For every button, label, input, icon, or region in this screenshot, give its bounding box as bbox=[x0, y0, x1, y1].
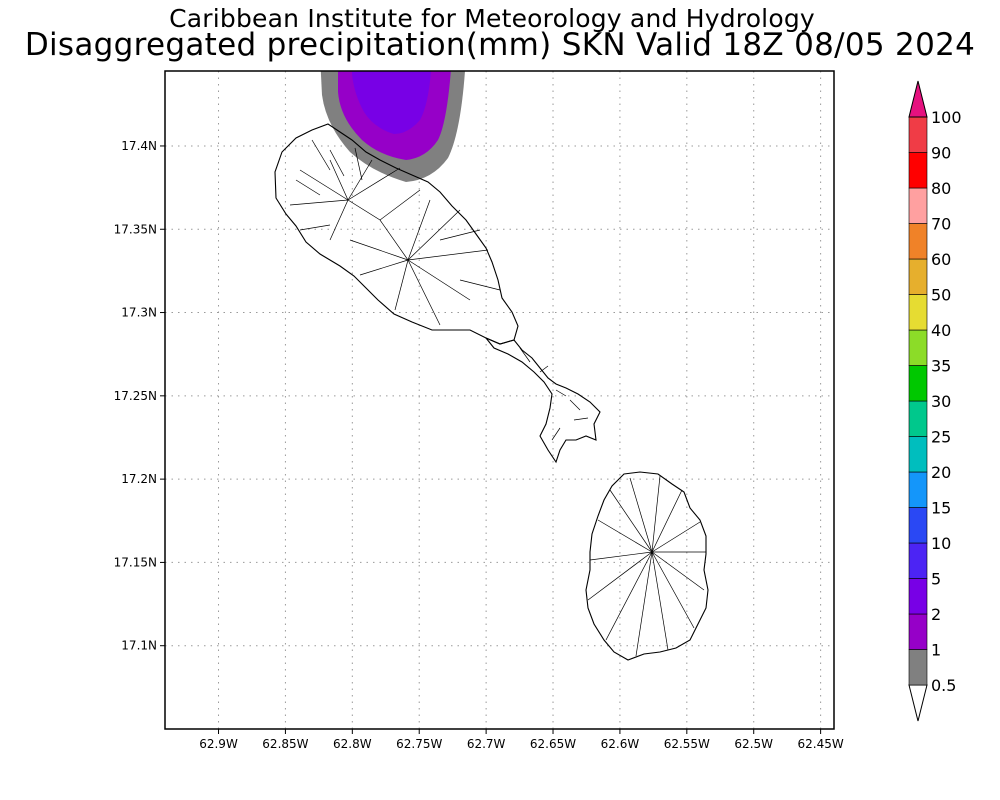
colorbar-label: 30 bbox=[931, 392, 951, 411]
colorbar-label: 5 bbox=[931, 570, 941, 589]
grid-lines bbox=[165, 71, 834, 729]
colorbar-label: 25 bbox=[931, 428, 951, 447]
colorbar-swatch bbox=[908, 613, 928, 650]
colorbar-swatch bbox=[908, 294, 928, 331]
colorbar-label: 90 bbox=[931, 144, 951, 163]
island-southeast-peninsula bbox=[485, 337, 601, 464]
colorbar-label: 35 bbox=[931, 357, 951, 376]
lon-tick-label: 62.75W bbox=[396, 737, 442, 751]
colorbar-lower-triangle bbox=[908, 684, 928, 722]
lon-tick-label: 62.6W bbox=[601, 737, 640, 751]
colorbar-label: 70 bbox=[931, 215, 951, 234]
colorbar-label: 0.5 bbox=[931, 676, 956, 695]
latitude-axis: 17.4N 17.35N 17.3N 17.25N 17.2N 17.15N 17.1N bbox=[114, 139, 165, 653]
st-kitts-drainage bbox=[289, 139, 501, 326]
lon-tick-label: 62.9W bbox=[199, 737, 238, 751]
lon-tick-label: 62.5W bbox=[734, 737, 773, 751]
peninsula-drainage bbox=[519, 347, 589, 441]
title-line-1: Caribbean Institute for Meteorology and … bbox=[169, 4, 815, 33]
colorbar-swatch bbox=[908, 578, 928, 615]
lat-tick-label: 17.3N bbox=[121, 306, 157, 320]
nevis-drainage bbox=[587, 475, 706, 657]
island-st-kitts bbox=[274, 123, 519, 345]
colorbar-swatch bbox=[908, 400, 928, 437]
lat-tick-label: 17.15N bbox=[114, 555, 157, 569]
lon-tick-label: 62.55W bbox=[664, 737, 710, 751]
colorbar-swatch bbox=[908, 258, 928, 295]
colorbar-swatch bbox=[908, 649, 928, 686]
colorbar-label: 100 bbox=[931, 108, 962, 127]
lon-tick-label: 62.45W bbox=[798, 737, 844, 751]
lon-tick-label: 62.65W bbox=[530, 737, 576, 751]
colorbar-label: 20 bbox=[931, 463, 951, 482]
colorbar-label: 2 bbox=[931, 605, 941, 624]
precip-contour-2mm bbox=[352, 71, 431, 134]
colorbar-swatch bbox=[908, 542, 928, 579]
colorbar-label: 40 bbox=[931, 321, 951, 340]
longitude-axis: 62.9W 62.85W 62.8W 62.75W 62.7W 62.65W 62.6W 62… bbox=[199, 729, 844, 751]
lat-tick-label: 17.2N bbox=[121, 472, 157, 486]
colorbar-swatch bbox=[908, 329, 928, 366]
island-nevis bbox=[585, 471, 709, 661]
lat-tick-label: 17.4N bbox=[121, 139, 157, 153]
colorbar-swatch bbox=[908, 187, 928, 224]
colorbar-swatch bbox=[908, 152, 928, 189]
colorbar-swatch bbox=[908, 471, 928, 508]
colorbar-swatch bbox=[908, 223, 928, 260]
colorbar-swatch bbox=[908, 507, 928, 544]
colorbar-label: 15 bbox=[931, 499, 951, 518]
lat-tick-label: 17.25N bbox=[114, 389, 157, 403]
colorbar-swatch bbox=[908, 116, 928, 153]
colorbar-swatch bbox=[908, 365, 928, 402]
colorbar-label: 50 bbox=[931, 286, 951, 305]
colorbar-label: 60 bbox=[931, 250, 951, 269]
lon-tick-label: 62.8W bbox=[333, 737, 372, 751]
lon-tick-label: 62.7W bbox=[467, 737, 506, 751]
plot-frame bbox=[164, 70, 835, 730]
colorbar-label: 1 bbox=[931, 641, 941, 660]
precipitation-shading bbox=[320, 71, 465, 182]
lon-tick-label: 62.85W bbox=[262, 737, 308, 751]
colorbar-label: 80 bbox=[931, 179, 951, 198]
title-line-2: Disaggregated precipitation(mm) SKN Vali… bbox=[24, 27, 976, 63]
colorbar-label: 10 bbox=[931, 534, 951, 553]
lat-tick-label: 17.35N bbox=[114, 222, 157, 236]
colorbar-swatch bbox=[908, 436, 928, 473]
colorbar-upper-triangle bbox=[908, 80, 928, 118]
lat-tick-label: 17.1N bbox=[121, 639, 157, 653]
